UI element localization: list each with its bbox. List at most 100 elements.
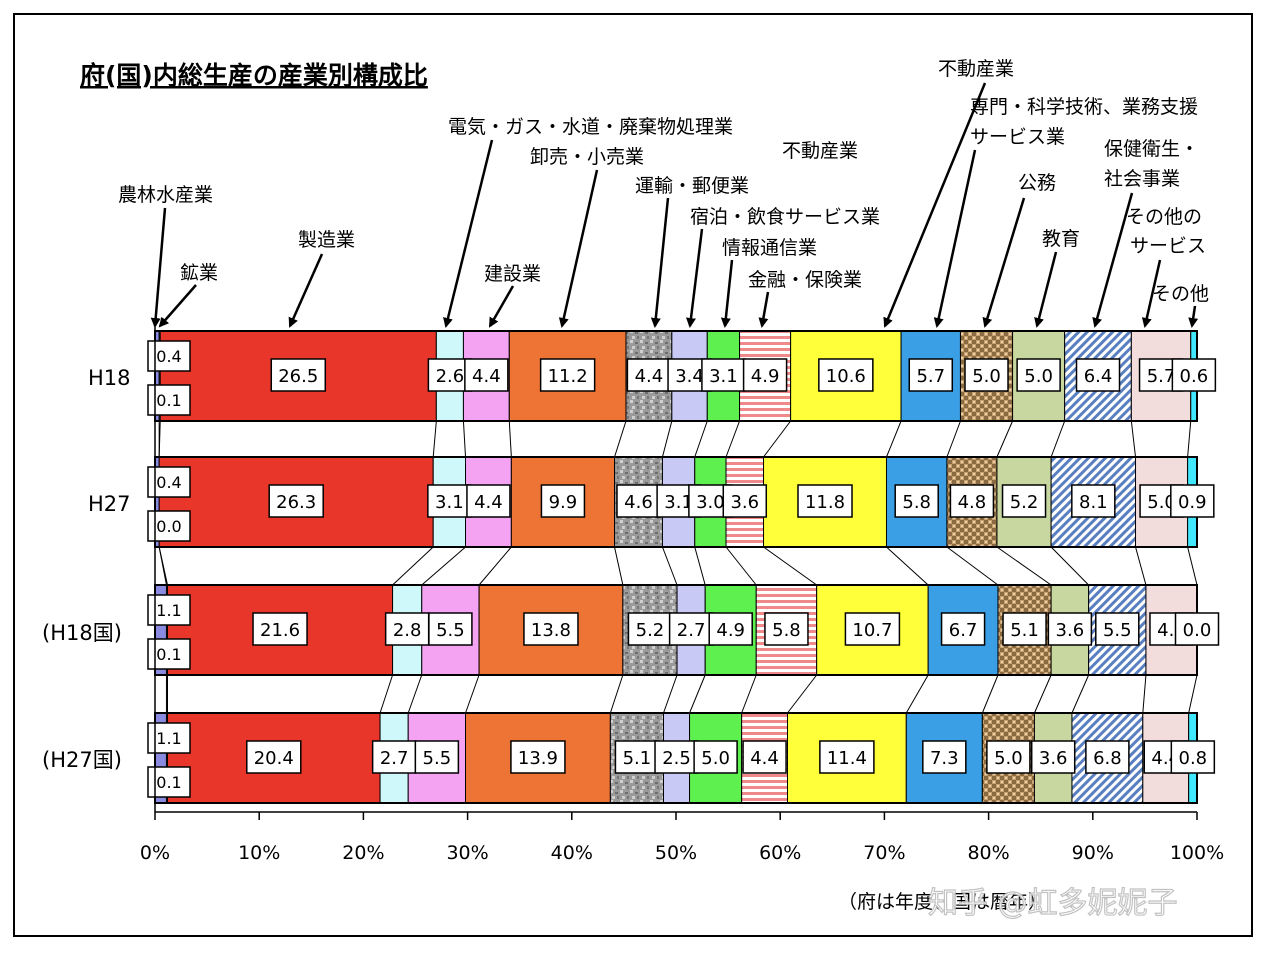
label-construction: 建設業: [484, 263, 541, 285]
value-label: 5.7: [1147, 366, 1176, 387]
value-label: 4.4: [472, 366, 501, 387]
value-label-box: [708, 612, 753, 646]
category-label-h18-national: (H18国): [42, 621, 122, 645]
value-label: 5.0: [994, 748, 1023, 769]
value-label-box: [1016, 358, 1061, 392]
value-label: 0.6: [1180, 366, 1209, 387]
connector-line: [694, 420, 708, 458]
small-value-label: 0.4: [156, 347, 181, 366]
value-label-box: [894, 484, 939, 518]
value-label: 0.0: [1183, 620, 1212, 641]
connector-line: [379, 674, 394, 714]
category-label-h27-national: (H27国): [42, 748, 122, 772]
connector-line: [1033, 674, 1052, 714]
value-label-box: [614, 740, 660, 774]
value-label-box: [844, 612, 901, 646]
connector-line: [1135, 546, 1147, 586]
value-label-box: [539, 358, 596, 392]
value-label-box: [797, 484, 853, 518]
connector-line: [478, 546, 512, 586]
label-transport: 運輸・郵便業: [635, 175, 749, 197]
connector-line: [421, 546, 466, 586]
x-tick-label: 30%: [446, 842, 488, 864]
value-label: 26.3: [276, 492, 316, 513]
value-label: 5.0: [701, 748, 730, 769]
callout-arrows: [150, 82, 1199, 328]
connector-line: [946, 420, 961, 458]
connector-line: [886, 420, 902, 458]
value-label: 4.4: [750, 748, 779, 769]
value-label: 5.0: [1024, 366, 1053, 387]
value-label: 5.2: [636, 620, 665, 641]
value-label-box: [384, 612, 430, 646]
value-label: 5.1: [1010, 620, 1039, 641]
value-label-box: [949, 484, 995, 518]
small-value-label: 1.1: [156, 729, 181, 748]
value-label: 5.0: [972, 366, 1001, 387]
connector-line: [614, 546, 624, 586]
connector-line: [158, 420, 161, 458]
label-mining: 鉱業: [180, 262, 218, 284]
value-label-box: [427, 484, 472, 518]
value-label-box: [1002, 612, 1047, 646]
watermark-text: 知乎 @虹多妮妮子: [928, 886, 1178, 921]
label-health: 保健衛生・: [1104, 138, 1199, 160]
value-label-box: [270, 358, 327, 392]
connector-line: [905, 674, 929, 714]
value-label-box: [701, 358, 746, 392]
x-axis-ticks: 0% 10% 20% 30% 40% 50% 60% 70% 80% 90% 100%: [140, 812, 1224, 864]
value-label-box: [627, 612, 673, 646]
connector-line: [462, 420, 467, 458]
label-professional: 専門・科学技術、業務支援: [970, 96, 1198, 118]
connector-line: [725, 420, 741, 458]
connector-line: [763, 420, 792, 458]
connector-line: [1142, 674, 1147, 714]
value-label-box: [246, 740, 302, 774]
x-tick-label: 0%: [140, 842, 170, 864]
value-label: 10.7: [852, 620, 892, 641]
value-label-box: [742, 740, 787, 774]
value-label: 4.9: [751, 366, 780, 387]
value-label: 5.5: [423, 748, 452, 769]
value-label: 10.6: [826, 366, 866, 387]
value-label: 5.8: [902, 492, 931, 513]
label-accommodation: 宿泊・飲食サービス業: [690, 206, 880, 228]
category-label-h27: H27: [88, 492, 131, 516]
segment-connectors: [158, 420, 1198, 714]
value-label-box: [252, 612, 308, 646]
value-label: 6.7: [949, 620, 978, 641]
value-label-box: [540, 484, 586, 518]
label-education: 教育: [1042, 228, 1080, 250]
value-label: 13.8: [531, 620, 571, 641]
label-public-admin: 公務: [1018, 172, 1056, 194]
value-label-box: [668, 612, 714, 646]
value-label-box: [722, 484, 768, 518]
value-label-box: [1171, 358, 1217, 392]
value-label-box: [1047, 612, 1093, 646]
label-finance: 金融・保険業: [748, 269, 862, 291]
connector-line: [614, 420, 627, 458]
value-label-box: [1085, 740, 1130, 774]
value-label: 4.4: [474, 492, 503, 513]
label-agriculture: 農林水産業: [118, 184, 213, 206]
connector-line: [741, 674, 757, 714]
value-label: 6.8: [1093, 748, 1122, 769]
connector-line: [1130, 420, 1137, 458]
value-label-box: [693, 740, 738, 774]
value-label: 2.6: [436, 366, 465, 387]
label-other-services: その他の: [1126, 206, 1202, 228]
value-label-box: [523, 612, 579, 646]
value-label: 5.5: [1103, 620, 1132, 641]
value-label: 20.4: [254, 748, 294, 769]
label-utilities: 電気・ガス・水道・廃棄物処理業: [448, 116, 733, 138]
connector-line: [407, 674, 423, 714]
small-value-label: 0.4: [156, 473, 181, 492]
value-label: 2.8: [393, 620, 422, 641]
label-real-estate-mid: 不動産業: [782, 140, 858, 162]
value-label-box: [268, 484, 324, 518]
connector-line: [694, 546, 706, 586]
value-label-box: [908, 358, 954, 392]
chart-title: 府(国)内総生産の産業別構成比: [80, 61, 428, 90]
value-label: 6.4: [1084, 366, 1113, 387]
small-value-label: 0.1: [156, 773, 181, 792]
